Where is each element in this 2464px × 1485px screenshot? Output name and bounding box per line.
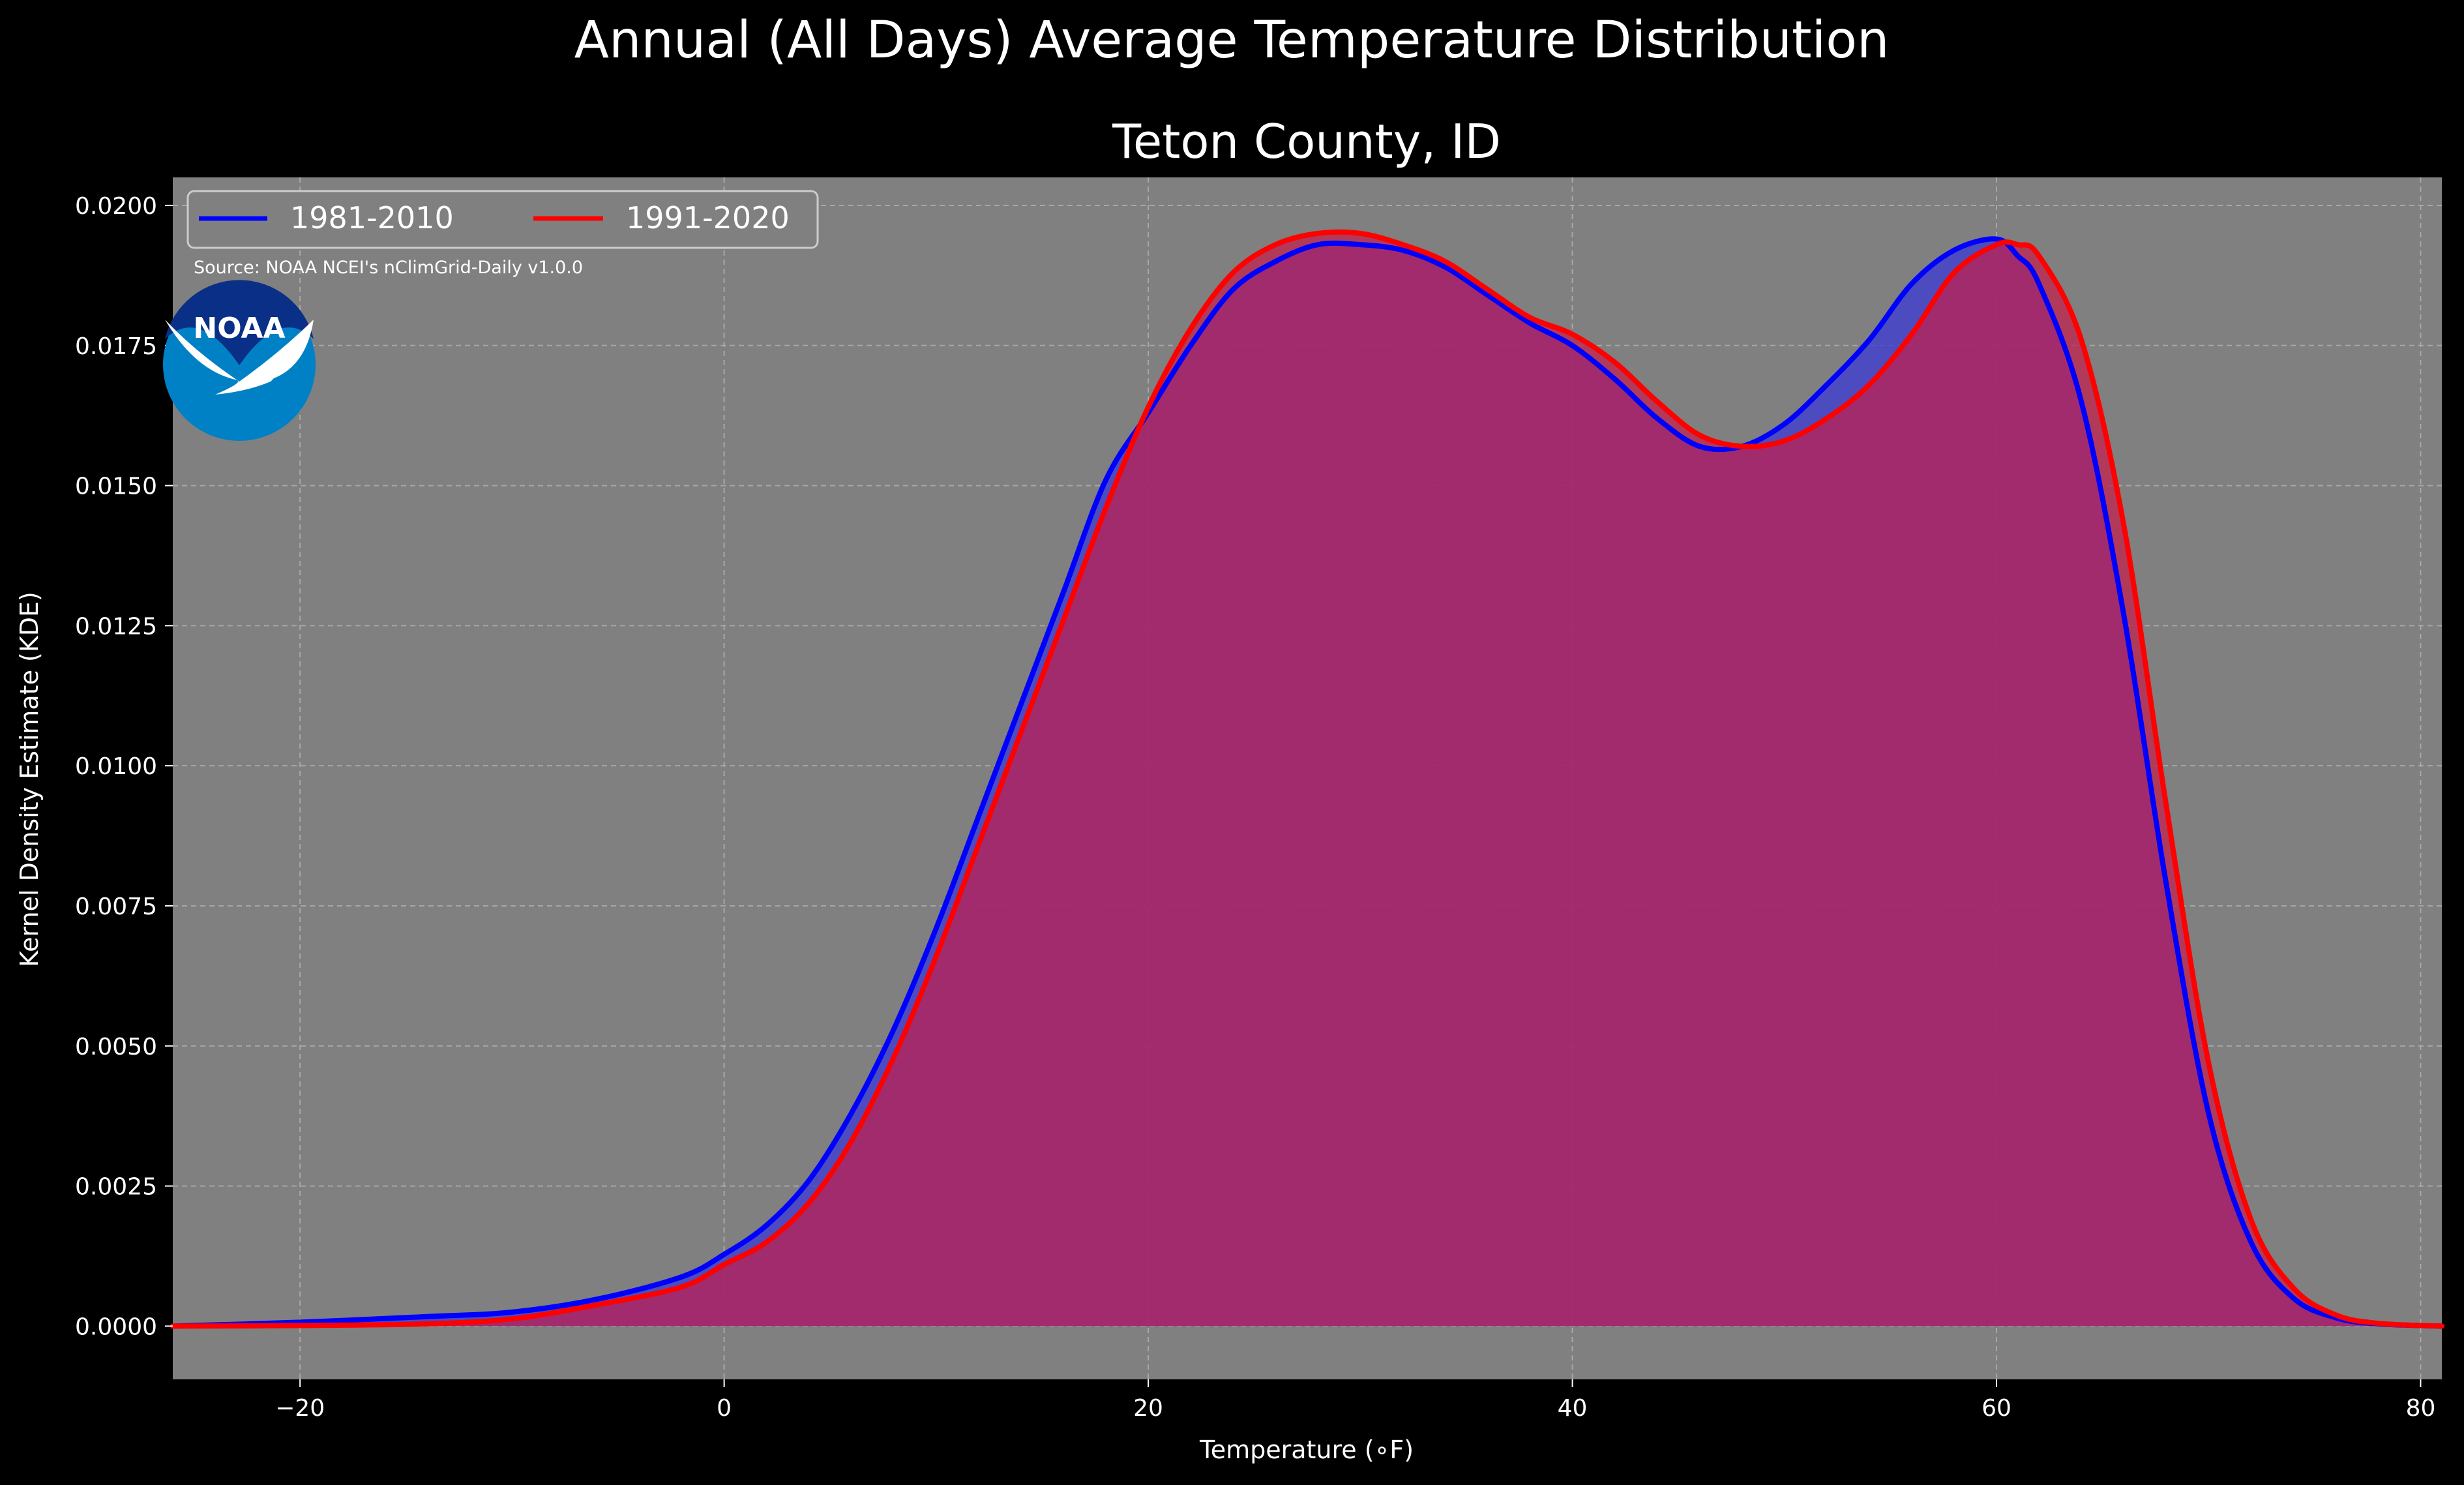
area-fill-1991-2020	[173, 232, 2442, 1327]
y-tick-label: 0.0200	[75, 193, 157, 220]
chart-suptitle: Annual (All Days) Average Temperature Di…	[574, 11, 1890, 70]
x-axis-label: Temperature (∘F)	[1199, 1435, 1414, 1464]
logo-gull-icon	[165, 320, 314, 395]
y-tick-label: 0.0175	[75, 333, 157, 360]
y-tick-label: 0.0075	[75, 893, 157, 920]
series-line-1991-2020	[170, 229, 2444, 1329]
y-axis-label: Kernel Density Estimate (KDE)	[15, 592, 44, 967]
x-tick-label: 20	[1133, 1395, 1163, 1422]
y-tick-label: 0.0100	[75, 753, 157, 780]
y-tick-label: 0.0125	[75, 613, 157, 640]
series-line-1981-2010	[170, 236, 2444, 1329]
y-tick-label: 0.0025	[75, 1174, 157, 1201]
noaa-logo: NOAA	[163, 280, 316, 441]
chart-title: Teton County, ID	[1112, 114, 1501, 169]
legend-label-1991-2020: 1991-2020	[626, 200, 790, 235]
x-tick-label: 0	[717, 1395, 732, 1422]
y-tick-label: 0.0150	[75, 473, 157, 500]
y-tick-label: 0.0050	[75, 1034, 157, 1060]
y-tick-label: 0.0000	[75, 1313, 157, 1340]
legend-label-1981-2010: 1981-2010	[290, 200, 454, 235]
logo-sky	[165, 280, 314, 365]
axis-ticks: −20 0 20 40 60 80 0.0000 0.0025 0.0050 0.0075 0.01…	[75, 193, 2435, 1422]
x-tick-label: 60	[1982, 1395, 2011, 1422]
legend-frame	[186, 190, 819, 249]
x-tick-label: 40	[1558, 1395, 1588, 1422]
source-note: Source: NOAA NCEI's nClimGrid-Daily v1.0…	[194, 258, 583, 278]
density-fills	[173, 232, 2442, 1327]
logo-text: NOAA	[193, 312, 285, 345]
density-lines	[170, 229, 2444, 1329]
legend: 1981-2010 1991-2020	[186, 190, 819, 249]
x-tick-label: −20	[275, 1395, 325, 1422]
x-tick-label: 80	[2406, 1395, 2436, 1422]
